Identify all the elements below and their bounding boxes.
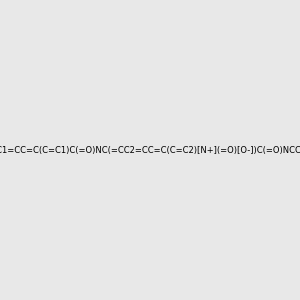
Text: CCCCOC1=CC=C(C=C1)C(=O)NC(=CC2=CC=C(C=C2)[N+](=O)[O-])C(=O)NCCC(=O)O: CCCCOC1=CC=C(C=C1)C(=O)NC(=CC2=CC=C(C=C2…: [0, 146, 300, 154]
